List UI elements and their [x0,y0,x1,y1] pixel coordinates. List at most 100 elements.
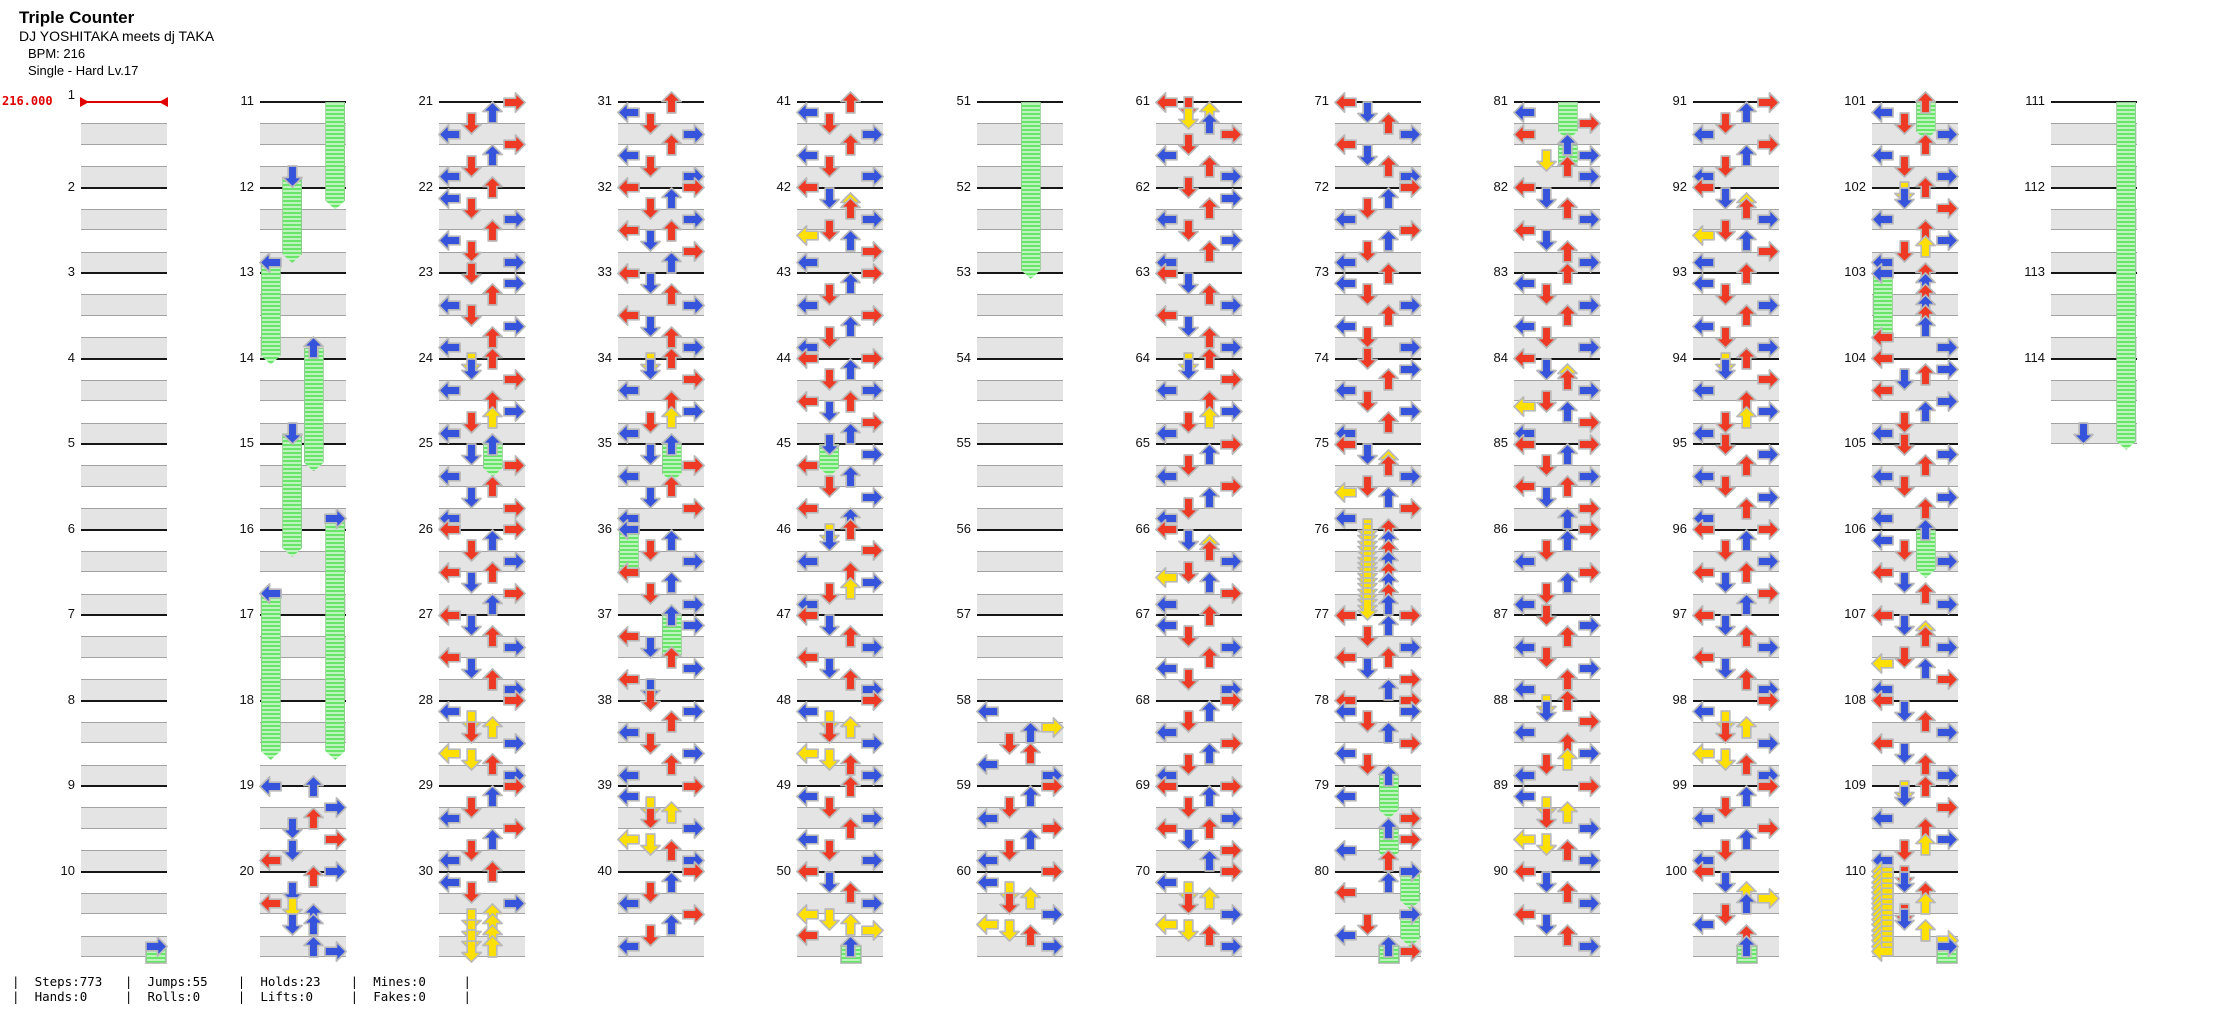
arrow-right-icon [1398,828,1422,851]
measure-line [81,614,167,616]
beat-band [797,123,883,145]
bpm-label: BPM: 216 [28,46,86,61]
measure-label: 46 [776,520,791,536]
arrow-right-icon [1040,903,1064,926]
beat-band [1693,294,1779,316]
arrow-up-icon [660,528,683,552]
arrow-down-icon [1356,710,1379,734]
arrow-down-icon [1177,357,1200,381]
arrow-right-icon [1577,518,1601,541]
arrow-down-icon [1893,838,1916,862]
arrow-left-icon [1871,604,1895,627]
measure-label: 112 [2024,178,2045,194]
measure-label: 72 [1314,178,1329,194]
arrow-left-icon [796,604,820,627]
measure-line [439,272,525,274]
arrow-down-icon [1714,411,1737,435]
arrow-right-icon [1577,775,1601,798]
beat-band [1156,123,1242,145]
measure-line [1693,614,1779,616]
arrow-left-icon [617,176,641,199]
arrow-up-icon [839,715,862,739]
arrow-down-icon [1893,870,1916,894]
measure-line [439,699,525,702]
arrow-down-icon [1356,282,1379,306]
arrow-up-icon [1377,368,1400,392]
arrow-down-icon [998,795,1021,819]
arrow-left-icon [438,518,462,541]
arrow-up-icon [1377,261,1400,285]
arrow-right-icon [860,240,884,263]
arrow-down-icon [818,528,841,552]
measure-line [260,101,346,103]
arrow-left-icon [1334,272,1358,295]
arrow-right-icon [1219,123,1243,146]
arrow-up-icon [1556,400,1579,424]
arrow-right-icon [1577,433,1601,456]
arrow-up-icon [1198,742,1221,766]
arrow-down-icon [818,282,841,306]
arrow-down-icon [1177,453,1200,477]
beat-band [1335,379,1421,402]
measure-line [260,186,346,189]
beat-band [1693,550,1779,573]
beat-band [1156,208,1242,231]
measure-label: 74 [1314,349,1329,365]
beat-band [81,550,167,573]
arrow-left-icon [796,497,820,520]
measure-label: 103 [1844,264,1866,279]
arrow-down-icon [639,154,662,178]
beat-band [797,379,883,402]
arrow-right-icon [681,742,705,765]
arrow-left-icon [438,294,462,317]
beat-band [1693,465,1779,487]
arrow-down-icon [1714,747,1737,771]
beat-band [1156,294,1242,316]
arrow-down-icon [1535,603,1558,627]
measure-line [977,699,1063,702]
arrow-up-icon [660,325,683,349]
arrow-up-icon [1377,304,1400,328]
beat-band [618,892,704,915]
beat-band [1872,208,1958,231]
arrow-up-icon [660,218,683,242]
arrow-up-icon [1735,753,1758,777]
arrow-right-icon [502,892,526,915]
arrow-up-icon [839,357,862,381]
arrow-left-icon [1513,315,1537,338]
arrow-right-icon [1756,775,1780,798]
arrow-left-icon [1334,251,1358,274]
arrow-left-icon [1871,652,1895,675]
arrow-right-icon [1577,144,1601,167]
arrow-right-icon [681,454,705,477]
measure-line [439,101,525,103]
measure-label: 11 [240,93,255,108]
beat-band [1335,123,1421,145]
arrow-up-icon [1914,753,1937,777]
beat-band [1335,892,1421,915]
measure-label: 35 [597,435,612,450]
arrow-left-icon [1513,475,1537,498]
arrow-up-icon [1377,229,1400,253]
measure-line [1514,443,1600,445]
arrow-up-icon [1914,833,1937,857]
measure-label: 13 [239,264,254,279]
arrow-up-icon [481,101,504,125]
arrow-up-icon [1914,657,1937,680]
measure-line [1872,699,1958,702]
arrow-right-icon [860,165,884,188]
arrow-left-icon [617,518,641,541]
measure-label: 67 [1135,606,1150,621]
beat-band [260,294,346,316]
beat-band [1156,721,1242,744]
measure-label: 5 [67,435,75,450]
arrow-up-icon [1556,924,1579,948]
arrow-down-icon [639,635,662,659]
measure-line [439,528,525,531]
arrow-left-icon [438,561,462,584]
arrow-down-icon [639,411,662,435]
beat-band [81,123,167,145]
arrow-right-icon [1219,187,1243,210]
arrow-down-icon [1893,646,1916,670]
arrow-down-icon [1893,368,1916,392]
